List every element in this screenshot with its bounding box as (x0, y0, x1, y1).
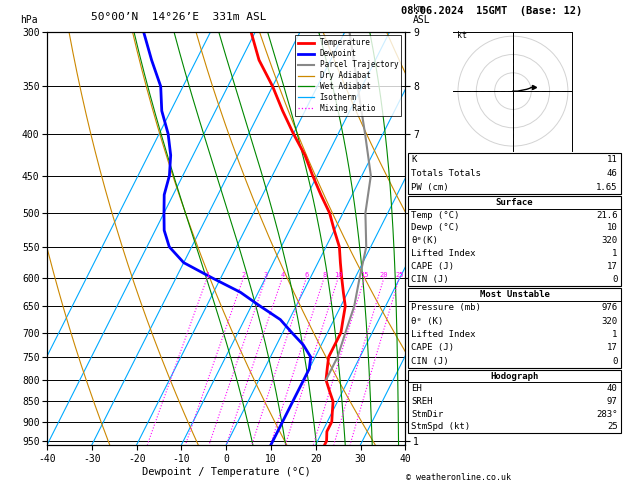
Text: Hodograph: Hodograph (491, 372, 538, 381)
X-axis label: Dewpoint / Temperature (°C): Dewpoint / Temperature (°C) (142, 467, 311, 477)
Text: 6: 6 (304, 272, 309, 278)
Text: 08.06.2024  15GMT  (Base: 12): 08.06.2024 15GMT (Base: 12) (401, 5, 582, 16)
Text: 25: 25 (395, 272, 404, 278)
Text: Lifted Index: Lifted Index (411, 330, 476, 339)
Text: 0: 0 (612, 357, 618, 366)
Text: 10: 10 (334, 272, 342, 278)
Text: 976: 976 (601, 303, 618, 312)
Text: Dewp (°C): Dewp (°C) (411, 224, 460, 232)
Text: 283°: 283° (596, 410, 618, 418)
Text: 320: 320 (601, 236, 618, 245)
Text: PW (cm): PW (cm) (411, 183, 449, 191)
Text: 1: 1 (612, 249, 618, 258)
Text: Totals Totals: Totals Totals (411, 169, 481, 178)
Text: Most Unstable: Most Unstable (479, 290, 550, 299)
Text: CIN (J): CIN (J) (411, 357, 449, 366)
Text: 1: 1 (612, 330, 618, 339)
Text: 320: 320 (601, 316, 618, 326)
Text: K: K (411, 155, 417, 164)
Text: 21.6: 21.6 (596, 210, 618, 220)
Text: Surface: Surface (496, 198, 533, 207)
Text: 97: 97 (607, 397, 618, 406)
Text: kt: kt (457, 31, 467, 39)
Text: hPa: hPa (20, 16, 38, 25)
Text: StmDir: StmDir (411, 410, 443, 418)
Text: Pressure (mb): Pressure (mb) (411, 303, 481, 312)
Text: 3: 3 (264, 272, 268, 278)
Text: 50°00’N  14°26’E  331m ASL: 50°00’N 14°26’E 331m ASL (91, 12, 266, 22)
Text: CAPE (J): CAPE (J) (411, 262, 454, 271)
Text: 8: 8 (322, 272, 326, 278)
Text: EH: EH (411, 384, 422, 393)
Text: 1: 1 (205, 272, 209, 278)
Text: CAPE (J): CAPE (J) (411, 343, 454, 352)
Text: 11: 11 (607, 155, 618, 164)
Text: θᵉ(K): θᵉ(K) (411, 236, 438, 245)
Text: 40: 40 (607, 384, 618, 393)
Legend: Temperature, Dewpoint, Parcel Trajectory, Dry Adiabat, Wet Adiabat, Isotherm, Mi: Temperature, Dewpoint, Parcel Trajectory… (296, 35, 401, 116)
Text: 10: 10 (607, 224, 618, 232)
Text: 17: 17 (607, 262, 618, 271)
Text: CIN (J): CIN (J) (411, 275, 449, 284)
Text: SREH: SREH (411, 397, 433, 406)
Text: 2: 2 (242, 272, 245, 278)
Text: 15: 15 (360, 272, 369, 278)
Text: LCL: LCL (413, 384, 428, 393)
Text: © weatheronline.co.uk: © weatheronline.co.uk (406, 473, 511, 482)
Text: 17: 17 (607, 343, 618, 352)
Text: 4: 4 (281, 272, 284, 278)
Text: 1.65: 1.65 (596, 183, 618, 191)
Text: Lifted Index: Lifted Index (411, 249, 476, 258)
Text: StmSpd (kt): StmSpd (kt) (411, 422, 470, 431)
Text: 25: 25 (607, 422, 618, 431)
Text: 46: 46 (607, 169, 618, 178)
Text: 0: 0 (612, 275, 618, 284)
Text: Temp (°C): Temp (°C) (411, 210, 460, 220)
Text: km
ASL: km ASL (413, 4, 430, 25)
Text: 20: 20 (380, 272, 388, 278)
Text: θᵉ (K): θᵉ (K) (411, 316, 443, 326)
